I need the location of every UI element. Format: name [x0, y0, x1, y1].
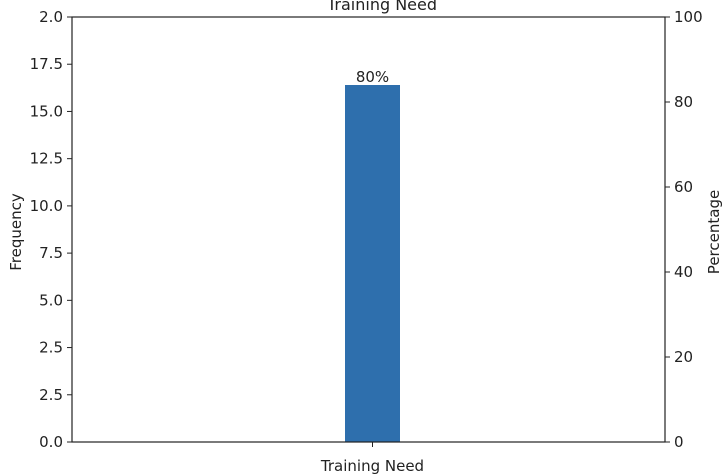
y-right-tick-label: 100 — [674, 8, 703, 26]
plot-frame — [71, 16, 666, 443]
chart-title: Training Need — [326, 0, 437, 14]
bar — [345, 85, 400, 442]
bars-group — [345, 85, 400, 442]
y-right-tick-label: 60 — [674, 178, 693, 196]
y-right-tick-label: 20 — [674, 348, 693, 366]
bar-value-label: 80% — [356, 68, 389, 86]
y-tick-label: 10.0 — [30, 197, 63, 215]
x-axis-ticks: Training Need — [320, 442, 424, 475]
y-tick-label: 2.0 — [39, 8, 63, 26]
y-right-tick-label: 40 — [674, 263, 693, 281]
y-tick-label: 15.0 — [30, 102, 63, 120]
y-tick-label: 5.0 — [39, 291, 63, 309]
y-axis-label: Frequency — [7, 193, 25, 271]
y-tick-label: 17.5 — [30, 55, 63, 73]
y-right-tick-label: 80 — [674, 93, 693, 111]
left-axis-ticks: 0.0 2.5 2.5 5.0 7.5 10.0 12.5 15.0 17.5 2.0 — [30, 8, 72, 451]
bar-labels-group: 80% — [356, 68, 389, 86]
y-tick-label: 0.0 — [39, 433, 63, 451]
y-tick-label: 12.5 — [30, 150, 63, 168]
x-tick-label: Training Need — [320, 457, 424, 475]
y-tick-label: 7.5 — [39, 244, 63, 262]
y-axis-label-right: Percentage — [705, 190, 723, 274]
y-tick-label: 2.5 — [39, 386, 63, 404]
right-axis-ticks: 0 20 40 60 80 100 — [665, 8, 703, 451]
y-right-tick-label: 0 — [674, 433, 684, 451]
y-tick-label: 2.5 — [39, 339, 63, 357]
